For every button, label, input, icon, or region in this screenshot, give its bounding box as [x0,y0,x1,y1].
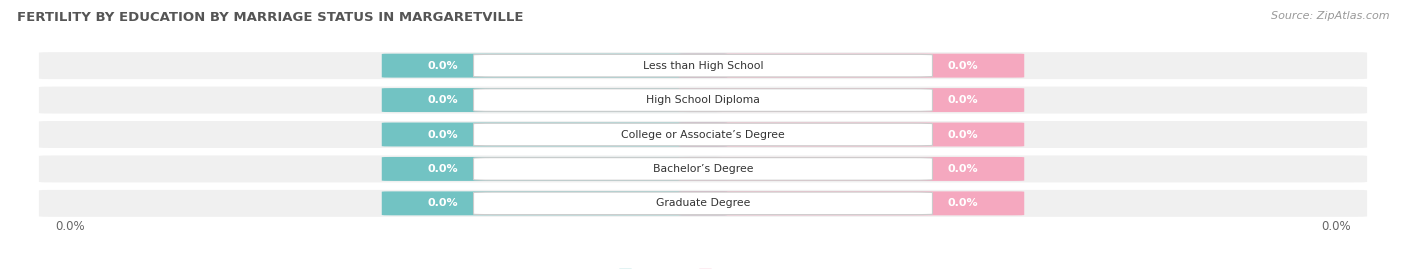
FancyBboxPatch shape [679,88,1024,112]
Text: 0.0%: 0.0% [948,198,979,208]
FancyBboxPatch shape [39,155,1367,182]
Text: Bachelor’s Degree: Bachelor’s Degree [652,164,754,174]
FancyBboxPatch shape [474,54,932,77]
FancyBboxPatch shape [679,54,1024,78]
Text: FERTILITY BY EDUCATION BY MARRIAGE STATUS IN MARGARETVILLE: FERTILITY BY EDUCATION BY MARRIAGE STATU… [17,11,523,24]
FancyBboxPatch shape [39,121,1367,148]
Text: 0.0%: 0.0% [427,198,458,208]
Text: 0.0%: 0.0% [1322,220,1351,233]
FancyBboxPatch shape [39,190,1367,217]
FancyBboxPatch shape [679,191,1024,215]
Text: 0.0%: 0.0% [948,95,979,105]
Text: 0.0%: 0.0% [948,129,979,140]
FancyBboxPatch shape [382,88,727,112]
Text: 0.0%: 0.0% [55,220,84,233]
Text: College or Associate’s Degree: College or Associate’s Degree [621,129,785,140]
Text: Graduate Degree: Graduate Degree [655,198,751,208]
Text: Less than High School: Less than High School [643,61,763,71]
FancyBboxPatch shape [679,122,1024,147]
Text: 0.0%: 0.0% [427,164,458,174]
Text: Source: ZipAtlas.com: Source: ZipAtlas.com [1271,11,1389,21]
FancyBboxPatch shape [474,123,932,146]
FancyBboxPatch shape [474,89,932,111]
FancyBboxPatch shape [382,191,727,215]
FancyBboxPatch shape [382,122,727,147]
Text: 0.0%: 0.0% [427,95,458,105]
FancyBboxPatch shape [679,157,1024,181]
FancyBboxPatch shape [474,158,932,180]
Text: 0.0%: 0.0% [427,129,458,140]
FancyBboxPatch shape [382,54,727,78]
Text: 0.0%: 0.0% [427,61,458,71]
FancyBboxPatch shape [39,52,1367,79]
FancyBboxPatch shape [474,192,932,215]
FancyBboxPatch shape [39,87,1367,114]
Legend: Married, Unmarried: Married, Unmarried [613,264,793,269]
Text: 0.0%: 0.0% [948,164,979,174]
Text: High School Diploma: High School Diploma [647,95,759,105]
Text: 0.0%: 0.0% [948,61,979,71]
FancyBboxPatch shape [382,157,727,181]
